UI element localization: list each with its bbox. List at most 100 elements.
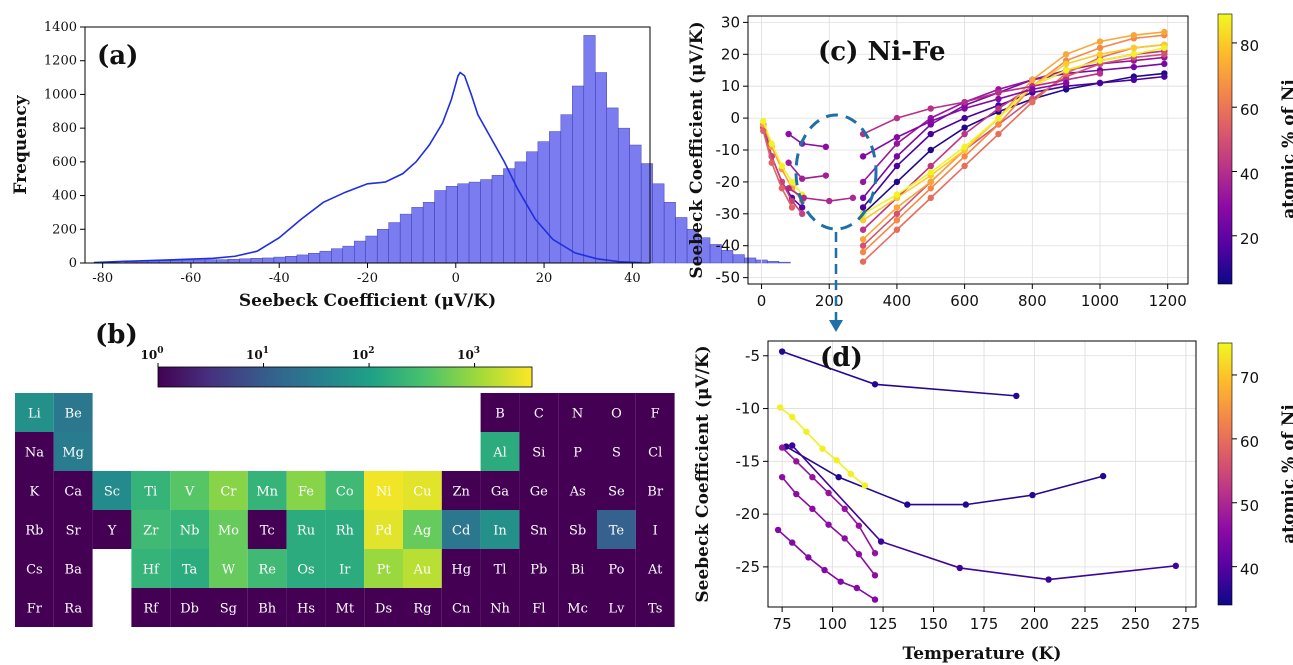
element-symbol: Cn <box>452 602 471 617</box>
element-cell <box>597 471 636 510</box>
data-point <box>853 584 861 592</box>
data-point <box>961 162 968 170</box>
element-symbol: V <box>184 485 195 500</box>
colorbar-label: atomic % of Ni <box>1279 404 1293 544</box>
element-symbol: Be <box>65 407 83 422</box>
series-line <box>862 43 1165 263</box>
data-point <box>1161 60 1168 68</box>
series-line <box>862 72 1101 135</box>
data-point <box>789 539 796 546</box>
data-point <box>1130 76 1138 84</box>
data-point <box>825 489 832 497</box>
colorbar-tick-label: 101 <box>246 346 269 362</box>
colorbar-tick-exponent: 0 <box>157 346 163 356</box>
data-point <box>826 197 833 205</box>
colorbar-tick-label: 20 <box>1240 230 1259 248</box>
y-tick-label: -30 <box>716 205 741 223</box>
data-point <box>859 153 867 160</box>
colorbar-tick-label: 40 <box>1240 561 1259 579</box>
data-point <box>859 194 867 202</box>
x-tick-label: -80 <box>92 271 113 286</box>
histogram-bar <box>445 186 458 264</box>
colorbar <box>157 366 533 388</box>
x-tick-label: 200 <box>1020 615 1049 633</box>
data-point <box>893 134 901 141</box>
panel-c-line-chart: 0 200 400 600 800 1000 1200 30 20 10 0 -10 -20 -30 -40… <box>687 13 1293 332</box>
element-cell <box>53 510 93 549</box>
x-tick-label: 100 <box>818 615 847 633</box>
data-point <box>995 130 1002 138</box>
data-point <box>1062 51 1070 58</box>
element-symbol: Hf <box>143 563 160 578</box>
element-cell <box>635 432 675 471</box>
element-symbol: P <box>573 446 582 461</box>
series-line <box>788 162 826 180</box>
element-symbol: Fr <box>27 602 43 617</box>
histogram-bar <box>514 161 527 264</box>
element-symbol: Nh <box>490 602 510 617</box>
y-tick-label: 1000 <box>44 87 77 102</box>
element-symbol: Ds <box>375 602 392 617</box>
data-point <box>1096 51 1104 58</box>
data-point <box>1096 57 1104 64</box>
element-symbol: Mt <box>336 602 355 617</box>
colorbar-tick-exponent: 2 <box>368 346 374 356</box>
data-point <box>778 185 786 192</box>
x-tick-label: 400 <box>883 292 912 310</box>
element-symbol: Rb <box>25 524 43 539</box>
element-cell <box>597 432 636 471</box>
y-tick-label: 20 <box>721 45 740 63</box>
data-point <box>893 226 901 233</box>
data-point <box>835 473 842 481</box>
histogram-bar <box>376 229 389 264</box>
histogram-bar <box>216 259 229 264</box>
data-point <box>760 118 767 125</box>
data-point <box>871 549 879 557</box>
histogram-bar <box>262 257 275 264</box>
data-point <box>893 204 901 211</box>
element-cell <box>131 510 171 549</box>
element-symbol: Na <box>25 446 44 461</box>
data-point <box>961 153 968 160</box>
element-symbol: Lv <box>608 602 625 617</box>
histogram-bar <box>239 258 252 264</box>
element-symbol: Re <box>258 563 276 578</box>
element-cell <box>131 549 171 588</box>
series-line <box>862 53 1165 247</box>
element-cell <box>131 588 171 627</box>
x-tick-label: 20 <box>536 271 553 286</box>
data-point <box>927 194 934 202</box>
colorbar-tick-label: 80 <box>1240 37 1259 55</box>
element-cell <box>635 549 675 588</box>
data-point <box>859 248 867 256</box>
element-symbol: Mo <box>218 524 239 539</box>
element-symbol: As <box>569 485 586 500</box>
element-cell <box>247 471 287 510</box>
element-cell <box>480 549 520 588</box>
element-cell <box>519 393 559 432</box>
element-cell <box>53 432 93 471</box>
element-symbol: Sc <box>104 485 120 500</box>
element-symbol: K <box>30 485 40 500</box>
element-symbol: C <box>534 407 544 422</box>
data-point <box>789 442 796 449</box>
element-cell <box>597 588 636 627</box>
x-axis-label: Seebeck Coefficient (μV/K) <box>239 291 496 311</box>
element-symbol: Po <box>608 563 624 578</box>
data-point <box>1096 44 1104 52</box>
element-cell <box>558 549 597 588</box>
colorbar-tick-label: 50 <box>1240 497 1259 515</box>
element-cell <box>403 510 442 549</box>
y-axis-label: Seebeck Coefficient (μV/K) <box>687 21 707 278</box>
data-point <box>859 216 867 224</box>
element-cell <box>403 549 442 588</box>
data-point <box>1130 44 1138 52</box>
element-cell <box>325 471 365 510</box>
element-symbol: Ra <box>64 602 82 617</box>
element-symbol: S <box>612 446 621 461</box>
histogram-bar <box>422 202 435 264</box>
element-cell <box>635 471 675 510</box>
histogram-bar <box>617 127 630 264</box>
element-symbol: Li <box>28 407 41 422</box>
